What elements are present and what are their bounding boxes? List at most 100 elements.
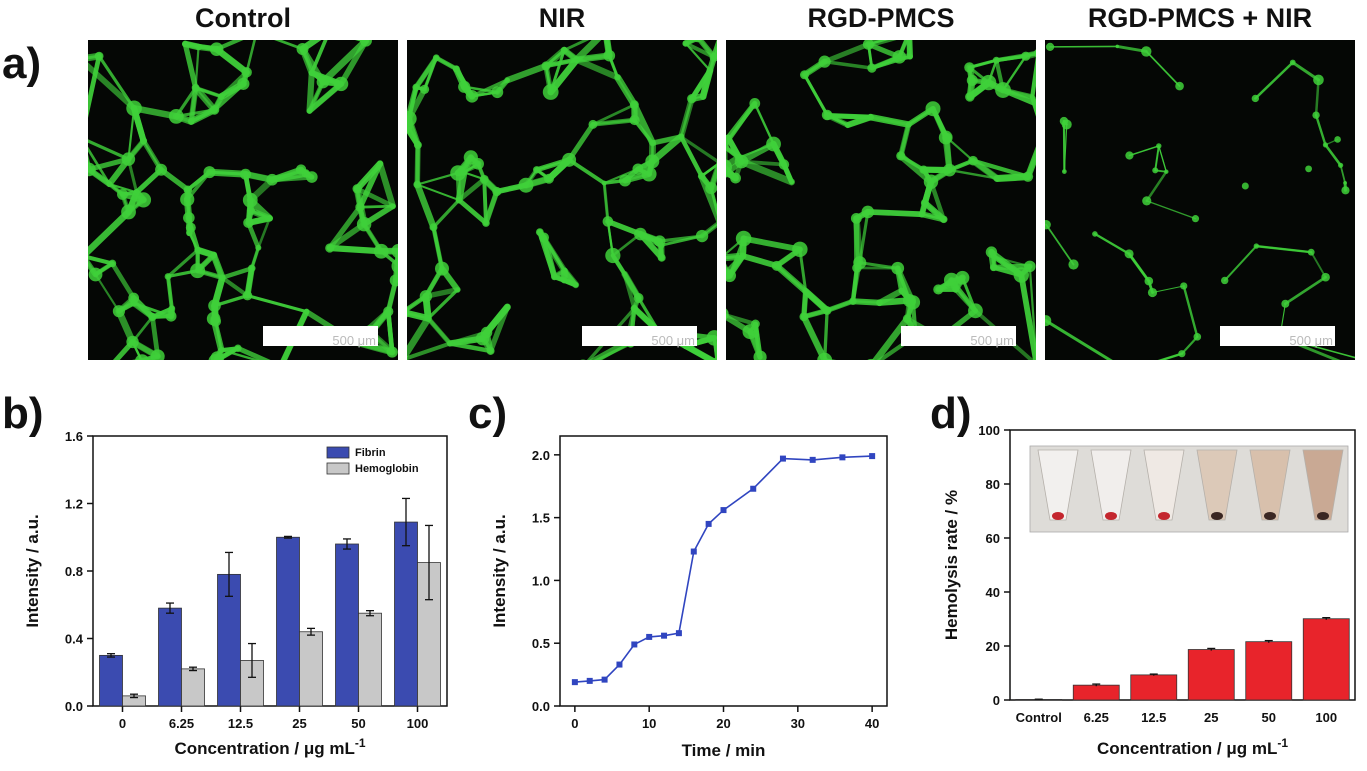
data-point bbox=[646, 633, 653, 640]
series-line bbox=[574, 455, 873, 683]
fibrin-strand bbox=[684, 42, 712, 72]
fibrin-node bbox=[968, 155, 978, 166]
data-point bbox=[809, 456, 816, 463]
fibrin-strand bbox=[125, 138, 147, 162]
fibrin-strand bbox=[431, 198, 461, 229]
fibrin-strand bbox=[1310, 251, 1327, 279]
fibrin-strand bbox=[858, 210, 870, 265]
tube bbox=[1196, 449, 1238, 521]
fibrin-strand bbox=[678, 134, 704, 179]
fibrin-node bbox=[1156, 143, 1162, 149]
fibrin-strand bbox=[710, 40, 717, 61]
fibrin-strand bbox=[567, 157, 607, 186]
y-tick-label: 0.5 bbox=[532, 636, 550, 651]
fibrin-strand bbox=[602, 181, 610, 224]
fibrin-strand bbox=[213, 45, 250, 76]
bar-fibrin bbox=[394, 521, 418, 707]
fibrin-strand bbox=[1025, 149, 1036, 179]
bar-hemoglobin bbox=[358, 612, 382, 707]
data-point bbox=[616, 661, 623, 668]
fibrin-strand bbox=[864, 209, 925, 218]
fibrin-node bbox=[614, 74, 621, 81]
fibrin-strand bbox=[274, 40, 304, 51]
bar-hemolysis bbox=[1072, 684, 1120, 701]
legend-swatch bbox=[326, 462, 350, 475]
panel-label-d: d) bbox=[930, 389, 972, 438]
fibrin-strand bbox=[407, 314, 432, 359]
fibrin-strand bbox=[220, 275, 250, 298]
tube bbox=[1037, 449, 1079, 521]
fibrin-strand bbox=[94, 273, 120, 313]
fibrin-node bbox=[1343, 180, 1347, 185]
x-tick-label: Control bbox=[1016, 710, 1062, 725]
tube-pellet bbox=[1264, 512, 1276, 520]
fibrin-strand bbox=[907, 107, 935, 126]
scale-bar bbox=[1220, 326, 1335, 346]
x-tick-label: 100 bbox=[407, 716, 429, 731]
fibrin-strand bbox=[88, 53, 102, 118]
fibrin-node bbox=[1338, 162, 1344, 168]
y-tick-label: 0.0 bbox=[65, 699, 83, 714]
fibrin-strand bbox=[306, 80, 345, 114]
fibrin-node bbox=[867, 358, 875, 360]
fibrin-node bbox=[139, 137, 148, 145]
fibrin-strand bbox=[1128, 145, 1160, 157]
fibrin-strand bbox=[141, 138, 164, 173]
fibrin-node bbox=[588, 119, 598, 129]
fibrin-strand bbox=[219, 70, 249, 99]
fibrin-node bbox=[242, 192, 258, 208]
micrograph-title-rgd-pmcs-nir: RGD-PMCS + NIR bbox=[1087, 3, 1313, 33]
fibrin-strand bbox=[166, 248, 200, 279]
fibrin-node bbox=[645, 154, 660, 169]
fibrin-node bbox=[1125, 151, 1134, 160]
fibrin-strand bbox=[220, 348, 261, 360]
fibrin-strand bbox=[130, 105, 147, 145]
fibrin-strand bbox=[1001, 55, 1027, 92]
fibrin-node bbox=[1033, 49, 1036, 58]
fibrin-strand bbox=[945, 136, 975, 162]
fibrin-node bbox=[1092, 231, 1098, 237]
fibrin-node bbox=[792, 241, 808, 258]
x-tick-label: 10 bbox=[642, 716, 656, 731]
fibrin-strand bbox=[1145, 50, 1181, 88]
fibrin-strand bbox=[701, 223, 717, 238]
fibrin-node bbox=[1241, 182, 1249, 190]
fibrin-strand bbox=[182, 41, 199, 91]
bar-hemoglobin bbox=[181, 668, 205, 707]
x-tick-label: 100 bbox=[1315, 710, 1337, 725]
fibrin-strand bbox=[1314, 113, 1327, 147]
x-tick-label: 12.5 bbox=[228, 716, 253, 731]
data-point bbox=[750, 485, 757, 492]
fibrin-strand bbox=[1145, 170, 1168, 203]
bar-hemolysis bbox=[1245, 641, 1293, 701]
fibrin-strand bbox=[1030, 55, 1036, 100]
fibrin-strand bbox=[299, 45, 327, 86]
fibrin-strand bbox=[552, 274, 579, 288]
fibrin-node bbox=[1334, 136, 1341, 143]
fluorescence-network-image bbox=[88, 40, 398, 360]
fibrin-strand bbox=[426, 288, 460, 321]
fibrin-strand bbox=[803, 73, 830, 118]
fibrin-strand bbox=[849, 298, 883, 306]
micrograph-rgd-pmcs: 500 μm bbox=[726, 40, 1036, 360]
fibrin-strand bbox=[1045, 319, 1113, 360]
fibrin-strand bbox=[1151, 285, 1185, 294]
fibrin-strand bbox=[1028, 265, 1036, 360]
fibrin-strand bbox=[698, 172, 717, 224]
fibrin-strand bbox=[573, 40, 602, 64]
fibrin-node bbox=[106, 181, 113, 187]
fibrin-strand bbox=[614, 73, 638, 109]
fibrin-strand bbox=[414, 142, 421, 188]
fibrin-strand bbox=[773, 262, 809, 295]
fibrin-node bbox=[1322, 142, 1329, 148]
scale-bar bbox=[901, 326, 1016, 346]
x-tick-label: 50 bbox=[1262, 710, 1276, 725]
fibrin-strand bbox=[825, 299, 855, 313]
fibrin-strand bbox=[189, 85, 198, 124]
fibrin-strand bbox=[1314, 78, 1320, 117]
fibrin-node bbox=[1045, 315, 1052, 327]
fibrin-node bbox=[749, 98, 761, 109]
fibrin-strand bbox=[851, 266, 859, 303]
fibrin-strand bbox=[823, 308, 829, 360]
fibrin-strand bbox=[207, 170, 248, 176]
